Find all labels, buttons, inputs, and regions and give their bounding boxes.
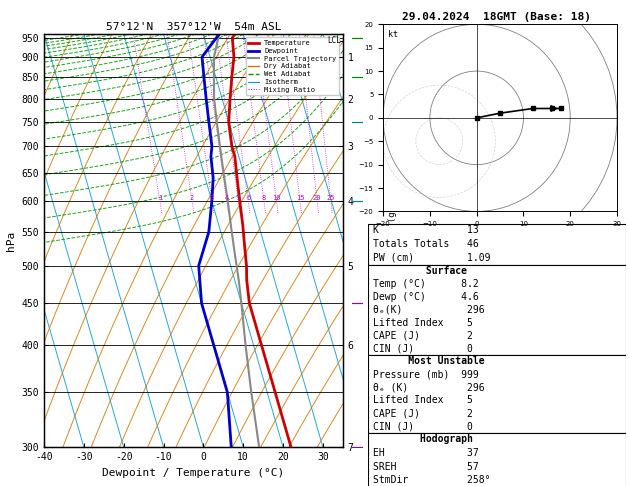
FancyBboxPatch shape [368, 265, 626, 355]
Text: CAPE (J)        2: CAPE (J) 2 [373, 330, 473, 341]
FancyBboxPatch shape [368, 355, 626, 433]
Y-axis label: hPa: hPa [6, 230, 16, 251]
Text: 20: 20 [313, 195, 321, 201]
Text: Most Unstable: Most Unstable [373, 356, 485, 366]
Legend: Temperature, Dewpoint, Parcel Trajectory, Dry Adiabat, Wet Adiabat, Isotherm, Mi: Temperature, Dewpoint, Parcel Trajectory… [245, 37, 339, 95]
Text: 1: 1 [158, 195, 162, 201]
Text: 8: 8 [262, 195, 266, 201]
X-axis label: Dewpoint / Temperature (°C): Dewpoint / Temperature (°C) [103, 468, 284, 478]
Text: LCL: LCL [328, 36, 342, 45]
Text: 5: 5 [237, 195, 240, 201]
Text: Surface: Surface [373, 266, 467, 277]
FancyBboxPatch shape [368, 224, 626, 265]
Text: Totals Totals   46: Totals Totals 46 [373, 239, 479, 249]
Text: 10: 10 [272, 195, 281, 201]
Title: 57°12'N  357°12'W  54m ASL: 57°12'N 357°12'W 54m ASL [106, 22, 281, 32]
Text: Lifted Index    5: Lifted Index 5 [373, 395, 473, 405]
Text: 3: 3 [210, 195, 214, 201]
Y-axis label: Mixing Ratio (g/kg): Mixing Ratio (g/kg) [388, 190, 397, 292]
Text: Pressure (mb)  999: Pressure (mb) 999 [373, 369, 479, 379]
Text: 15: 15 [296, 195, 304, 201]
Text: kt: kt [388, 30, 398, 39]
Text: Hodograph: Hodograph [373, 434, 473, 444]
Text: 29.04.2024  18GMT (Base: 18): 29.04.2024 18GMT (Base: 18) [403, 12, 591, 22]
Text: θₑ(K)           296: θₑ(K) 296 [373, 305, 485, 315]
Text: K               13: K 13 [373, 226, 479, 235]
Text: © weatheronline.co.uk: © weatheronline.co.uk [440, 472, 554, 481]
Text: SREH            57: SREH 57 [373, 462, 479, 471]
Text: 6: 6 [246, 195, 250, 201]
Text: CIN (J)         0: CIN (J) 0 [373, 421, 473, 431]
Text: CAPE (J)        2: CAPE (J) 2 [373, 408, 473, 418]
Text: 4: 4 [225, 195, 229, 201]
Text: θₑ (K)          296: θₑ (K) 296 [373, 382, 485, 392]
Text: EH              37: EH 37 [373, 448, 479, 458]
Text: CIN (J)         0: CIN (J) 0 [373, 343, 473, 353]
FancyBboxPatch shape [368, 433, 626, 486]
Text: StmDir          258°: StmDir 258° [373, 475, 491, 485]
Text: Dewp (°C)      4.6: Dewp (°C) 4.6 [373, 292, 479, 302]
Text: Temp (°C)      8.2: Temp (°C) 8.2 [373, 279, 479, 289]
Text: PW (cm)         1.09: PW (cm) 1.09 [373, 253, 491, 263]
Text: 2: 2 [190, 195, 194, 201]
Text: Lifted Index    5: Lifted Index 5 [373, 318, 473, 328]
Text: 25: 25 [326, 195, 335, 201]
